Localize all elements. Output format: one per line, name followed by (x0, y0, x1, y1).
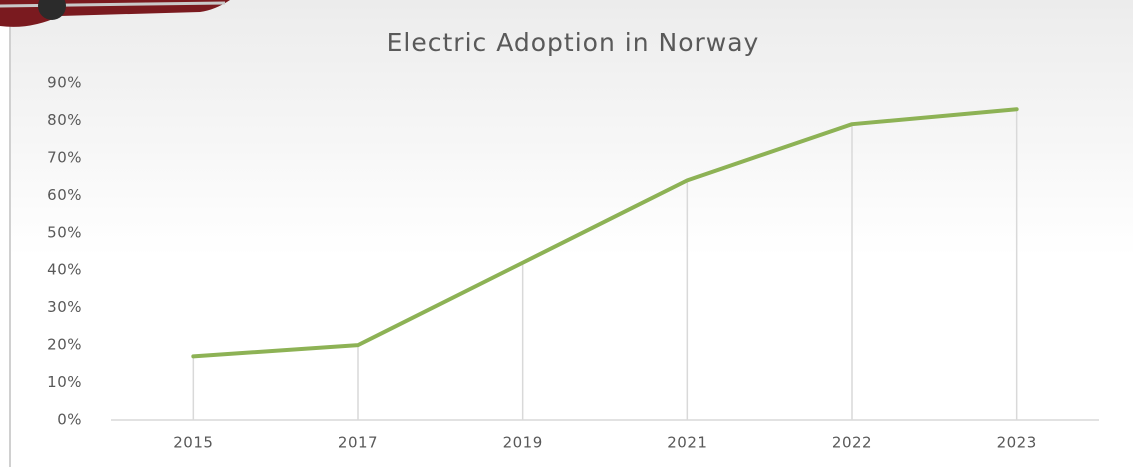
chart-title: Electric Adoption in Norway (387, 28, 760, 57)
chart-background (10, 0, 1133, 467)
chart: Electric Adoption in Norway 0% 10% 20% 30% 4… (0, 0, 1133, 467)
y-tick-label: 0% (57, 411, 82, 429)
x-tick-label: 2023 (997, 434, 1037, 452)
y-tick-label: 40% (47, 261, 82, 279)
x-tick-label: 2015 (173, 434, 213, 452)
y-tick-label: 80% (47, 111, 82, 129)
x-tick-label: 2021 (667, 434, 707, 452)
y-tick-label: 70% (47, 148, 82, 166)
y-tick-label: 60% (47, 186, 82, 204)
x-tick-label: 2017 (338, 434, 378, 452)
y-tick-label: 90% (47, 74, 82, 92)
y-tick-label: 10% (47, 373, 82, 391)
y-tick-label: 20% (47, 336, 82, 354)
x-tick-label: 2022 (832, 434, 872, 452)
x-tick-label: 2019 (503, 434, 543, 452)
y-tick-label: 50% (47, 223, 82, 241)
y-tick-label: 30% (47, 298, 82, 316)
